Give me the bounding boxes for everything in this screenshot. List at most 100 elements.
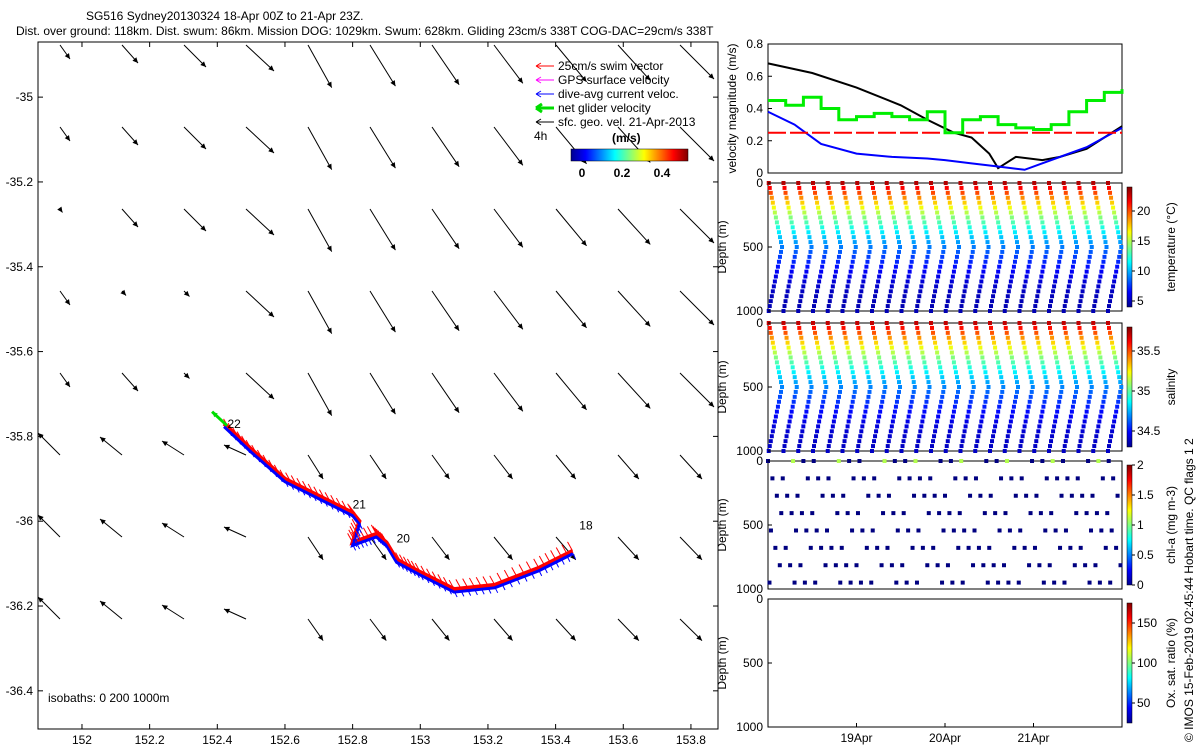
profile-point: [876, 493, 881, 498]
profile-point: [865, 370, 870, 375]
current-vector-arrow: [312, 494, 317, 502]
profile-point: [881, 394, 886, 399]
profile-point: [792, 394, 797, 399]
profile-point: [1028, 254, 1033, 259]
profile-point: [820, 264, 825, 269]
profile-point: [1118, 563, 1123, 568]
depth-y-tick-label: 500: [743, 380, 763, 394]
profile-point: [859, 429, 864, 434]
profile-point: [819, 269, 824, 274]
profile-point: [1020, 294, 1025, 299]
profile-point: [952, 225, 957, 230]
geo-velocity-arrow: [223, 608, 247, 620]
profile-point: [1089, 245, 1094, 249]
profile-point: [1053, 279, 1058, 284]
profile-point: [956, 545, 961, 550]
profile-point: [1017, 309, 1022, 313]
profile-point: [919, 424, 924, 429]
profile-point: [798, 190, 803, 195]
profile-point: [1000, 389, 1005, 394]
profile-point: [1066, 345, 1071, 350]
profile-point: [1052, 424, 1057, 429]
profile-point: [964, 350, 969, 355]
profile-point: [903, 340, 908, 345]
profile-point: [1018, 325, 1023, 330]
profile-point: [950, 274, 955, 279]
current-vector-arrow: [516, 578, 521, 585]
profile-point: [925, 563, 930, 568]
swim-vector-arrow: [241, 435, 248, 446]
profile-point: [830, 345, 835, 350]
swim-vector-arrow: [370, 524, 377, 535]
profile-point: [801, 424, 806, 429]
profile-point: [793, 249, 798, 254]
profile-point: [802, 419, 807, 424]
profile-point: [897, 476, 902, 481]
profile-point: [943, 309, 948, 313]
profile-point: [1014, 389, 1019, 394]
profile-point: [821, 259, 826, 264]
profile-point: [1024, 414, 1029, 419]
profile-point: [967, 365, 972, 370]
profile-point: [1072, 235, 1077, 240]
profile-point: [985, 389, 990, 394]
profile-point: [1112, 419, 1117, 424]
profile-point: [852, 380, 857, 385]
profile-point: [886, 330, 891, 335]
profile-point: [931, 439, 936, 444]
profile-point: [1090, 493, 1095, 498]
profile-point: [1013, 493, 1018, 498]
profile-point: [991, 294, 996, 299]
profile-point: [889, 424, 894, 429]
profile-point: [1002, 321, 1007, 325]
profile-point: [859, 340, 864, 345]
profile-point: [1018, 304, 1023, 309]
colorbar-tick-label: 20: [1137, 204, 1151, 218]
profile-point: [1116, 370, 1121, 375]
profile-point: [900, 325, 905, 330]
profile-point: [930, 304, 935, 309]
profile-point: [922, 360, 927, 365]
profile-point: [1014, 380, 1019, 385]
profile-point: [1036, 340, 1041, 345]
profile-point: [1030, 459, 1035, 463]
profile-point: [847, 355, 852, 360]
current-vector-arrow: [367, 538, 372, 545]
profile-point: [1068, 545, 1073, 550]
profile-point: [1118, 240, 1123, 245]
profile-point: [1036, 289, 1041, 294]
profile-point: [887, 195, 892, 200]
current-vector-arrow: [228, 429, 233, 437]
profile-point: [873, 294, 878, 299]
current-vector-arrow: [400, 563, 405, 570]
profile-point: [831, 419, 836, 424]
profile-point: [957, 385, 962, 389]
depth-y-tick-label: 0: [756, 176, 763, 190]
profile-point: [847, 215, 852, 220]
profile-point: [1105, 181, 1110, 185]
profile-point: [826, 325, 831, 330]
swim-vector-arrow: [351, 519, 358, 529]
profile-point: [856, 185, 861, 190]
profile-point: [994, 279, 999, 284]
profile-point: [1037, 345, 1042, 350]
profile-point: [833, 360, 838, 365]
profile-point: [871, 444, 876, 449]
profile-point: [829, 200, 834, 205]
geo-velocity-arrow: [369, 372, 396, 415]
profile-point: [1019, 299, 1024, 304]
profile-point: [937, 360, 942, 365]
profile-point: [775, 365, 780, 370]
profile-point: [829, 429, 834, 434]
profile-point: [1035, 195, 1040, 200]
profile-point: [960, 299, 965, 304]
profile-point: [852, 249, 857, 254]
profile-point: [907, 409, 912, 414]
profile-point: [978, 205, 983, 210]
colorbar-tick-label: 0.5: [1137, 548, 1154, 562]
profile-point: [967, 264, 972, 269]
profile-point: [790, 365, 795, 370]
profile-point: [925, 394, 930, 399]
profile-point: [783, 545, 788, 550]
profile-point: [889, 284, 894, 289]
